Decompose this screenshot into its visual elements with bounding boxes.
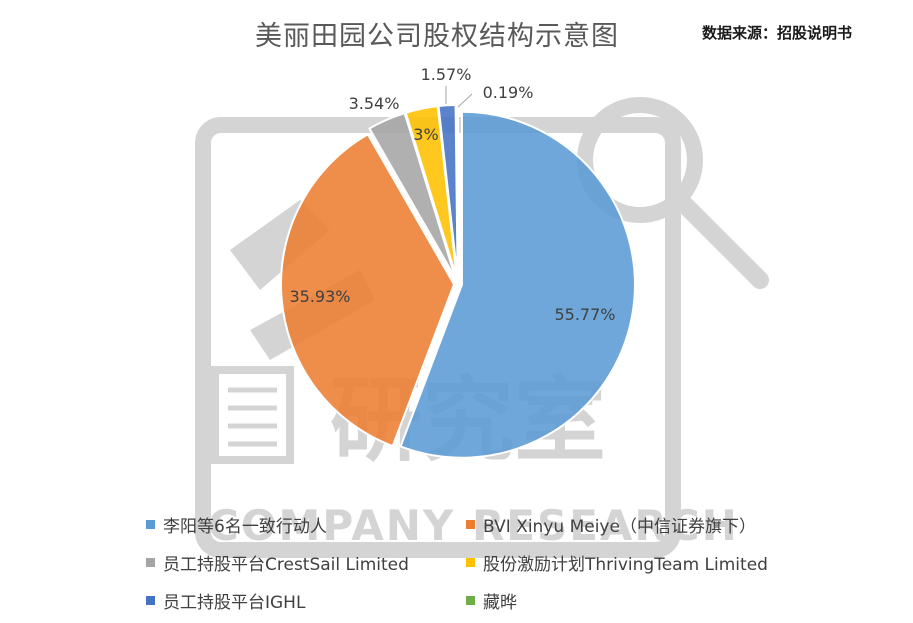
legend-item: 员工持股平台IGHL (146, 588, 305, 613)
legend-label: 员工持股平台IGHL (163, 593, 306, 613)
pie-slice (368, 111, 457, 279)
data-label: 0.19% (483, 83, 534, 102)
data-label: 1.57% (421, 65, 472, 84)
watermark-magnifier-handle (676, 196, 769, 289)
chart-title: 美丽田园公司股权结构示意图 (255, 21, 619, 52)
legend-item: 股份激励计划ThrivingTeam Limited (466, 550, 768, 575)
watermark-magnifier-icon (577, 97, 703, 223)
legend-label: 李阳等6名一致行动人 (163, 517, 327, 537)
legend-item: BVI Xinyu Meiye（中信证券旗下） (466, 512, 756, 537)
legend-swatch (146, 520, 155, 529)
legend-swatch (466, 596, 475, 605)
legend-label: 藏晔 (483, 593, 517, 613)
data-label-leader-line (457, 93, 473, 108)
legend-item: 李阳等6名一致行动人 (146, 512, 327, 537)
watermark-document-icon (211, 366, 294, 464)
pie-slice (399, 110, 636, 459)
legend-swatch (146, 596, 155, 605)
legend-item: 藏晔 (466, 588, 517, 613)
legend-swatch (466, 558, 475, 567)
data-label: 55.77% (554, 305, 615, 324)
pie-slice (454, 103, 459, 279)
legend-label: BVI Xinyu Meiye（中信证券旗下） (483, 517, 756, 537)
data-source-note: 数据来源：招股说明书 (702, 24, 853, 42)
legend-swatch (146, 558, 155, 567)
pie-slices (280, 103, 636, 459)
legend-swatch (466, 520, 475, 529)
legend-item: 员工持股平台CrestSail Limited (146, 550, 409, 575)
legend-label: 股份激励计划ThrivingTeam Limited (483, 555, 768, 575)
data-label: 3.54% (349, 94, 400, 113)
pie-slice (280, 132, 456, 448)
legend-label: 员工持股平台CrestSail Limited (163, 555, 409, 575)
data-label: 3% (413, 125, 438, 144)
data-label: 35.93% (289, 287, 350, 306)
